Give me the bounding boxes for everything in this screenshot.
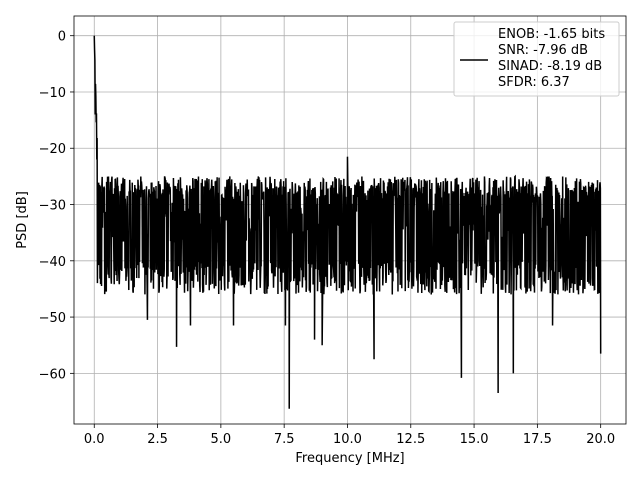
y-tick-label: −20	[39, 142, 66, 157]
plot-frame	[73, 15, 627, 425]
x-tick-label: 5.0	[211, 432, 232, 447]
y-tick-label: −60	[39, 367, 66, 382]
x-tick-label: 7.5	[274, 432, 295, 447]
y-axis-label: PSD [dB]	[15, 191, 30, 249]
psd-series-line	[93, 35, 602, 409]
x-tick-label: 20.0	[586, 432, 615, 447]
y-tick-label: −40	[39, 255, 66, 270]
series-layer	[93, 35, 602, 409]
x-tick-label: 2.5	[147, 432, 168, 447]
x-tick-label: 12.5	[396, 432, 425, 447]
x-axis-ticks: 0.0 2.5 5.0 7.5 10.0 12.5 15.0 17.5 20.0	[84, 424, 615, 447]
y-tick-label: −50	[39, 311, 66, 326]
x-tick-label: 0.0	[84, 432, 105, 447]
y-axis-ticks: 0 −10 −20 −30 −40 −50 −60	[39, 30, 74, 382]
legend-entry-sinad: SINAD: -8.19 dB	[498, 59, 602, 74]
x-tick-label: 15.0	[460, 432, 489, 447]
legend-box	[453, 21, 620, 97]
x-tick-label: 17.5	[523, 432, 552, 447]
y-tick-label: 0	[58, 30, 66, 45]
legend-entry-snr: SNR: -7.96 dB	[498, 43, 588, 58]
y-tick-label: −10	[39, 86, 66, 101]
legend-entry-enob: ENOB: -1.65 bits	[498, 27, 605, 42]
y-tick-label: −30	[39, 199, 66, 214]
legend: ENOB: -1.65 bits SNR: -7.96 dB SINAD: -8…	[453, 21, 620, 97]
x-tick-label: 10.0	[333, 432, 362, 447]
legend-entry-sfdr: SFDR: 6.37	[498, 75, 570, 90]
x-axis-label: Frequency [MHz]	[295, 451, 404, 466]
